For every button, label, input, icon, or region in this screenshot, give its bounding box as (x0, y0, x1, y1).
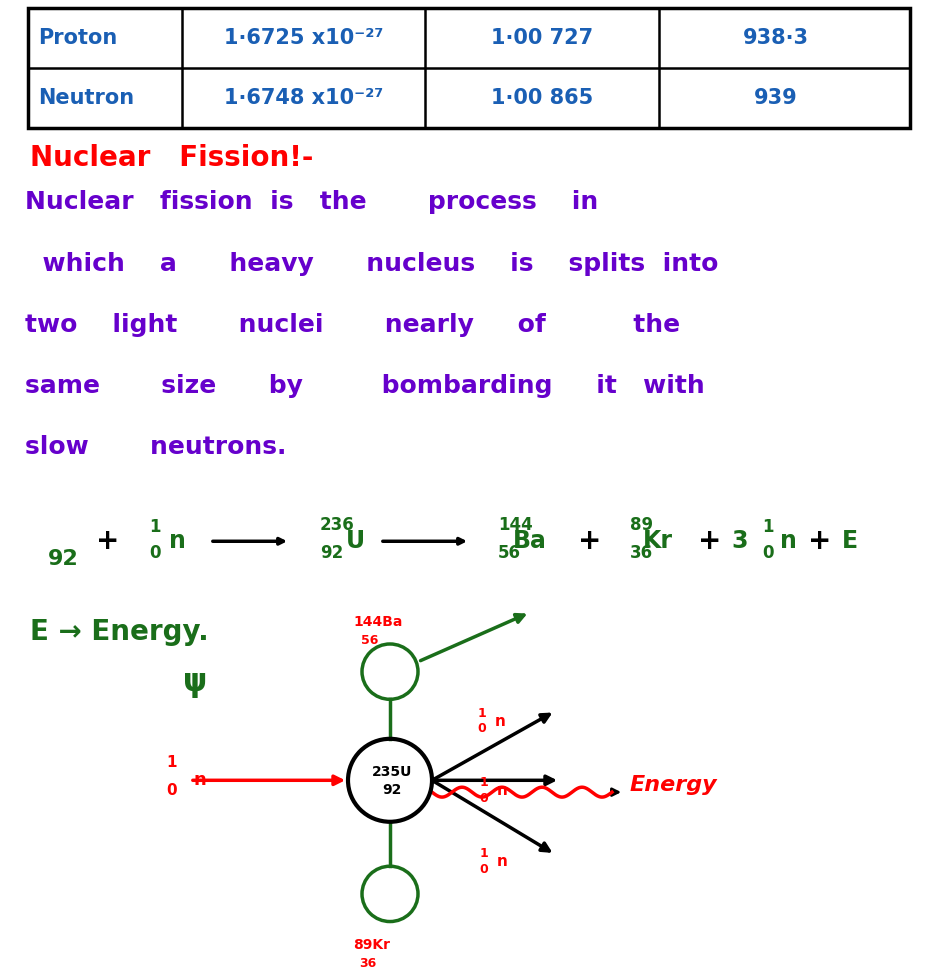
Text: ψ: ψ (183, 669, 207, 698)
Text: 1: 1 (477, 707, 486, 719)
Text: 235U: 235U (372, 766, 412, 779)
Text: n: n (496, 783, 507, 798)
Text: 0: 0 (149, 544, 160, 562)
Text: 3: 3 (731, 529, 747, 554)
Text: 1: 1 (761, 519, 773, 536)
Text: 938·3: 938·3 (742, 28, 807, 48)
Text: which    a      heavy      nucleus    is    splits  into: which a heavy nucleus is splits into (25, 252, 717, 276)
Text: 56: 56 (498, 544, 520, 562)
Text: n: n (194, 771, 206, 789)
Text: 36: 36 (629, 544, 653, 562)
Text: same       size      by         bombarding     it   with: same size by bombarding it with (25, 375, 704, 398)
Text: 0: 0 (477, 722, 486, 736)
Text: 1: 1 (167, 755, 177, 770)
Text: 144Ba: 144Ba (353, 616, 402, 629)
Text: 0: 0 (761, 544, 773, 562)
Text: n: n (169, 529, 185, 554)
Text: n: n (779, 529, 795, 554)
Text: +: + (96, 528, 120, 556)
Text: Neutron: Neutron (38, 88, 134, 108)
Text: 0: 0 (479, 862, 488, 876)
Text: 1·00 727: 1·00 727 (490, 28, 592, 48)
Text: 92: 92 (382, 783, 401, 798)
Text: 89: 89 (629, 517, 653, 534)
Text: E: E (841, 529, 857, 554)
Text: 0: 0 (167, 783, 177, 798)
Text: 1: 1 (479, 775, 488, 789)
Text: 0: 0 (479, 792, 488, 804)
Text: Nuclear   fission  is   the       process    in: Nuclear fission is the process in (25, 191, 598, 215)
Text: +: + (697, 528, 721, 556)
Text: 36: 36 (359, 956, 376, 968)
Text: 1: 1 (479, 847, 488, 860)
Text: E → Energy.: E → Energy. (30, 619, 209, 646)
Text: 1·6725 x10⁻²⁷: 1·6725 x10⁻²⁷ (223, 28, 383, 48)
Text: Proton: Proton (38, 28, 117, 48)
Text: Nuclear   Fission!-: Nuclear Fission!- (30, 144, 313, 172)
Text: +: + (578, 528, 601, 556)
Text: slow       neutrons.: slow neutrons. (25, 436, 286, 460)
Text: 1·6748 x10⁻²⁷: 1·6748 x10⁻²⁷ (223, 88, 383, 108)
Text: +: + (807, 528, 831, 556)
Bar (28, 8, 909, 129)
Text: U: U (345, 529, 364, 554)
Text: 236: 236 (320, 517, 354, 534)
Text: Ba: Ba (513, 529, 546, 554)
Text: 92: 92 (320, 544, 343, 562)
Text: 144: 144 (498, 517, 532, 534)
Text: n: n (494, 713, 505, 729)
Text: Energy: Energy (629, 775, 717, 796)
Text: 1·00 865: 1·00 865 (490, 88, 592, 108)
Text: Kr: Kr (642, 529, 672, 554)
Text: n: n (496, 854, 507, 869)
Text: 56: 56 (361, 633, 378, 647)
Text: 939: 939 (753, 88, 796, 108)
Text: 1: 1 (149, 519, 160, 536)
Text: 92: 92 (48, 549, 79, 569)
Text: 89Kr: 89Kr (353, 938, 390, 953)
Text: two    light       nuclei       nearly     of          the: two light nuclei nearly of the (25, 313, 679, 337)
